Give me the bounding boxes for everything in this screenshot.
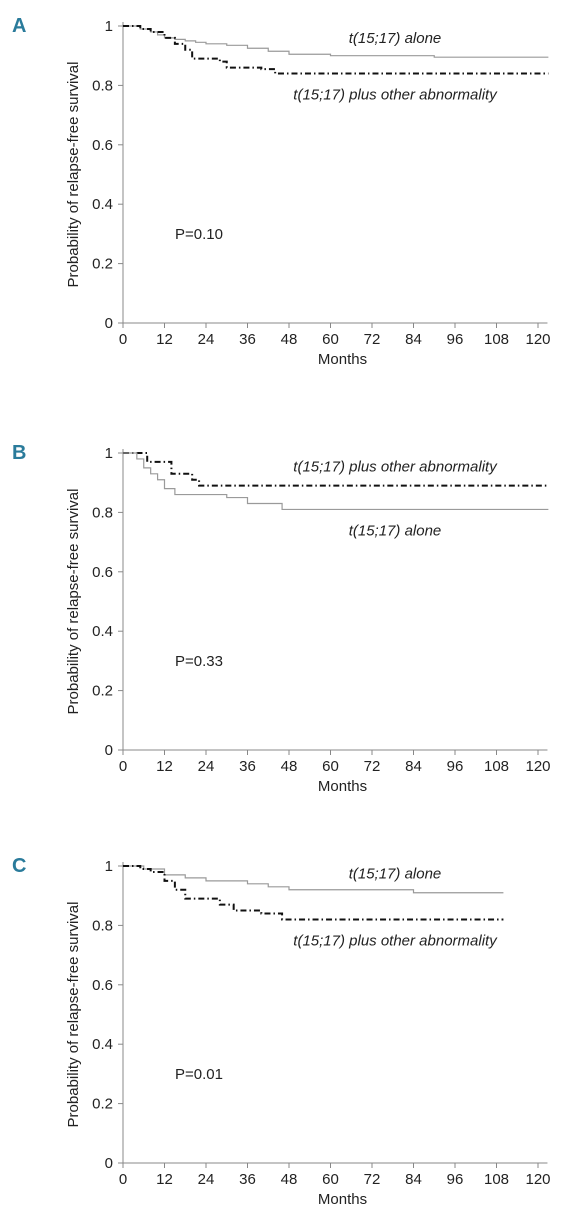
series-label: t(15;17) alone <box>349 522 442 539</box>
p-value: P=0.33 <box>175 653 223 670</box>
x-tick-label: 72 <box>364 758 381 775</box>
x-tick-label: 48 <box>281 331 298 348</box>
series-label: t(15;17) plus other abnormality <box>293 87 498 104</box>
x-tick-label: 72 <box>364 331 381 348</box>
survival-curve <box>123 865 504 894</box>
y-tick-label: 0 <box>105 742 113 759</box>
y-axis-label: Probability of relapse-free survival <box>65 902 82 1128</box>
y-tick-label: 0.8 <box>92 504 113 521</box>
x-tick-label: 96 <box>447 1171 464 1188</box>
x-tick-label: 0 <box>119 758 127 775</box>
x-axis-label: Months <box>318 1191 367 1208</box>
x-tick-label: 0 <box>119 331 127 348</box>
p-value: P=0.01 <box>175 1066 223 1083</box>
panel-letter: A <box>12 15 26 37</box>
y-tick-label: 0.6 <box>92 977 113 994</box>
y-tick-label: 0.4 <box>92 1036 113 1053</box>
x-tick-label: 120 <box>525 331 550 348</box>
y-tick-label: 0 <box>105 1155 113 1172</box>
panel-letter: C <box>12 855 26 877</box>
x-tick-label: 12 <box>156 331 173 348</box>
x-tick-label: 96 <box>447 331 464 348</box>
y-tick-label: 0.6 <box>92 564 113 581</box>
x-tick-label: 120 <box>525 758 550 775</box>
y-tick-label: 1 <box>105 445 113 462</box>
x-tick-label: 120 <box>525 1171 550 1188</box>
y-tick-label: 0.2 <box>92 1096 113 1113</box>
survival-curve <box>123 452 549 487</box>
series-label: t(15;17) plus other abnormality <box>293 459 498 476</box>
x-tick-label: 108 <box>484 331 509 348</box>
x-tick-label: 84 <box>405 1171 422 1188</box>
survival-curve <box>123 865 504 921</box>
x-tick-label: 108 <box>484 758 509 775</box>
y-axis-label: Probability of relapse-free survival <box>65 489 82 715</box>
x-tick-label: 84 <box>405 331 422 348</box>
p-value: P=0.10 <box>175 226 223 243</box>
x-tick-label: 36 <box>239 1171 256 1188</box>
y-axis-label: Probability of relapse-free survival <box>65 62 82 288</box>
x-tick-label: 72 <box>364 1171 381 1188</box>
series-label: t(15;17) alone <box>349 30 442 47</box>
x-tick-label: 24 <box>198 1171 215 1188</box>
x-tick-label: 60 <box>322 1171 339 1188</box>
x-tick-label: 36 <box>239 331 256 348</box>
survival-curve <box>123 25 549 58</box>
x-tick-label: 108 <box>484 1171 509 1188</box>
x-tick-label: 24 <box>198 758 215 775</box>
x-tick-label: 12 <box>156 758 173 775</box>
y-tick-label: 0.8 <box>92 917 113 934</box>
y-tick-label: 0.2 <box>92 256 113 273</box>
x-axis-label: Months <box>318 778 367 795</box>
y-tick-label: 1 <box>105 18 113 35</box>
x-tick-label: 24 <box>198 331 215 348</box>
x-tick-label: 12 <box>156 1171 173 1188</box>
y-tick-label: 0.4 <box>92 196 113 213</box>
survival-curve <box>123 25 549 75</box>
x-tick-label: 48 <box>281 1171 298 1188</box>
x-tick-label: 84 <box>405 758 422 775</box>
series-label: t(15;17) plus other abnormality <box>293 932 498 949</box>
survival-curve <box>123 452 549 511</box>
x-tick-label: 0 <box>119 1171 127 1188</box>
y-tick-label: 0.8 <box>92 77 113 94</box>
y-tick-label: 0.4 <box>92 623 113 640</box>
series-label: t(15;17) alone <box>349 866 442 883</box>
x-axis-label: Months <box>318 351 367 368</box>
x-tick-label: 60 <box>322 331 339 348</box>
y-tick-label: 0.2 <box>92 683 113 700</box>
x-tick-label: 48 <box>281 758 298 775</box>
x-tick-label: 36 <box>239 758 256 775</box>
y-tick-label: 1 <box>105 858 113 875</box>
panel-letter: B <box>12 442 26 464</box>
y-tick-label: 0.6 <box>92 137 113 154</box>
x-tick-label: 60 <box>322 758 339 775</box>
x-tick-label: 96 <box>447 758 464 775</box>
y-tick-label: 0 <box>105 315 113 332</box>
